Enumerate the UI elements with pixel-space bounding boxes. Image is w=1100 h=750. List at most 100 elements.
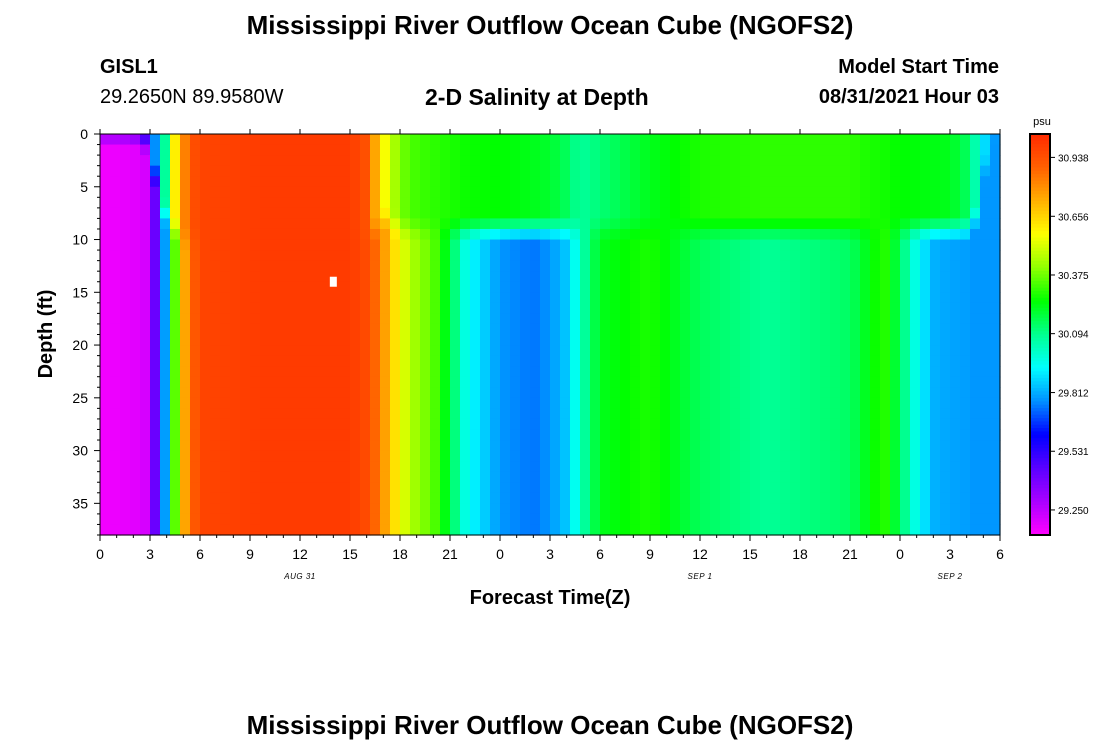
heatmap-cell — [900, 186, 911, 198]
heatmap-cell — [470, 197, 481, 209]
heatmap-cell — [680, 292, 691, 304]
heatmap-cell — [980, 250, 991, 262]
heatmap-cell — [840, 197, 851, 209]
heatmap-cell — [880, 292, 891, 304]
heatmap-cell — [360, 524, 371, 536]
heatmap-cell — [900, 292, 911, 304]
heatmap-cell — [970, 345, 981, 357]
heatmap-cell — [470, 165, 481, 177]
heatmap-cell — [960, 302, 971, 314]
heatmap-cell — [770, 418, 781, 431]
heatmap-cell — [330, 482, 341, 494]
heatmap-cell — [790, 461, 801, 473]
heatmap-cell — [280, 345, 291, 357]
heatmap-cell — [330, 418, 341, 431]
heatmap-cell — [240, 408, 251, 420]
station-marker — [329, 276, 337, 287]
heatmap-cell — [680, 250, 691, 262]
heatmap-cell — [200, 313, 211, 325]
heatmap-cell — [120, 250, 131, 262]
heatmap-cell — [580, 461, 591, 473]
heatmap-cell — [970, 461, 981, 473]
heatmap-cell — [260, 334, 271, 346]
heatmap-cell — [940, 513, 951, 526]
heatmap-cell — [440, 302, 451, 314]
heatmap-cell — [700, 482, 711, 494]
heatmap-cell — [320, 503, 331, 515]
heatmap-cell — [960, 418, 971, 431]
heatmap-cell — [310, 524, 321, 536]
heatmap-cell — [870, 513, 881, 526]
heatmap-cell — [160, 144, 171, 156]
colorbar-segment — [1030, 301, 1050, 306]
heatmap-cell — [400, 408, 411, 420]
heatmap-cell — [120, 186, 131, 198]
heatmap-cell — [650, 471, 661, 483]
heatmap-cell — [640, 155, 651, 167]
heatmap-cell — [720, 260, 731, 272]
heatmap-cell — [580, 450, 591, 462]
heatmap-cell — [880, 260, 891, 272]
heatmap-cell — [160, 176, 171, 188]
heatmap-cell — [340, 228, 351, 241]
heatmap-cell — [630, 281, 641, 293]
heatmap-cell — [480, 155, 491, 167]
heatmap-cell — [370, 450, 381, 462]
heatmap-cell — [890, 207, 901, 220]
heatmap-cell — [620, 513, 631, 526]
heatmap-cell — [410, 165, 421, 177]
heatmap-cell — [200, 165, 211, 177]
heatmap-cell — [180, 292, 191, 304]
colorbar-segment — [1030, 408, 1050, 412]
heatmap-cell — [120, 239, 131, 251]
colorbar-segment — [1030, 287, 1050, 292]
heatmap-cell — [690, 186, 701, 198]
heatmap-cell — [360, 418, 371, 431]
heatmap-cell — [820, 376, 831, 388]
heatmap-cell — [900, 366, 911, 378]
heatmap-cell — [750, 250, 761, 262]
x-tick-label: 0 — [96, 546, 104, 562]
heatmap-cell — [700, 176, 711, 188]
colorbar-segment — [1030, 244, 1050, 249]
heatmap-cell — [980, 271, 991, 283]
heatmap-cell — [440, 197, 451, 209]
heatmap-cell — [680, 155, 691, 167]
heatmap-cell — [690, 387, 701, 399]
heatmap-cell — [150, 503, 161, 515]
heatmap-cell — [670, 440, 681, 452]
heatmap-cell — [510, 323, 521, 336]
heatmap-cell — [790, 418, 801, 431]
heatmap-cell — [450, 397, 461, 409]
heatmap-cell — [190, 134, 201, 146]
heatmap-cell — [980, 503, 991, 515]
heatmap-cell — [750, 176, 761, 188]
heatmap-cell — [720, 366, 731, 378]
heatmap-cell — [220, 186, 231, 198]
heatmap-cell — [940, 461, 951, 473]
heatmap-cell — [540, 376, 551, 388]
heatmap-cell — [760, 524, 771, 536]
heatmap-cell — [920, 450, 931, 462]
heatmap-cell — [440, 281, 451, 293]
heatmap-cell — [740, 355, 751, 367]
heatmap-cell — [370, 492, 381, 504]
heatmap-cell — [690, 313, 701, 325]
heatmap-cell — [260, 155, 271, 167]
heatmap-cell — [320, 144, 331, 156]
heatmap-cell — [670, 292, 681, 304]
heatmap-cell — [530, 471, 541, 483]
heatmap-cell — [720, 418, 731, 431]
heatmap-cell — [650, 355, 661, 367]
heatmap-cell — [360, 492, 371, 504]
heatmap-cell — [900, 345, 911, 357]
heatmap-cell — [510, 418, 521, 431]
heatmap-cell — [400, 239, 411, 251]
heatmap-cell — [730, 271, 741, 283]
heatmap-cell — [910, 323, 921, 336]
heatmap-cell — [940, 292, 951, 304]
heatmap-cell — [380, 228, 391, 241]
heatmap-cell — [250, 492, 261, 504]
heatmap-cell — [460, 408, 471, 420]
heatmap-cell — [350, 482, 361, 494]
